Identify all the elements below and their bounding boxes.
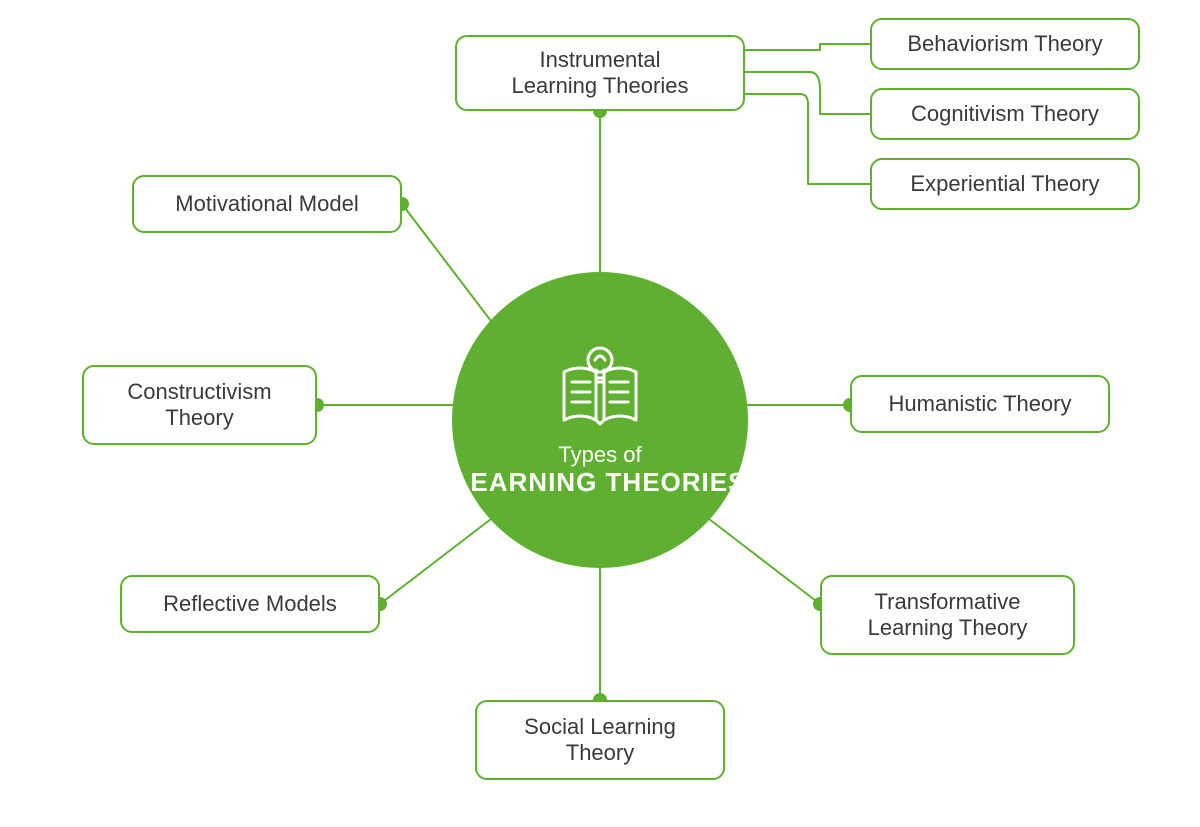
node-social: Social Learning Theory	[475, 700, 725, 780]
node-constructivism: Constructivism Theory	[82, 365, 317, 445]
node-motivational: Motivational Model	[132, 175, 402, 233]
node-reflective: Reflective Models	[120, 575, 380, 633]
center-node: Types of LEARNING THEORIES	[452, 272, 748, 568]
center-title-small: Types of	[558, 442, 641, 468]
node-behaviorism: Behaviorism Theory	[870, 18, 1140, 70]
diagram-canvas: Types of LEARNING THEORIES Instrumental …	[0, 0, 1200, 827]
node-experiential: Experiential Theory	[870, 158, 1140, 210]
node-cognitivism: Cognitivism Theory	[870, 88, 1140, 140]
book-bulb-icon	[552, 342, 648, 432]
node-transformative: Transformative Learning Theory	[820, 575, 1075, 655]
center-title-large: LEARNING THEORIES	[454, 468, 747, 498]
node-instrumental: Instrumental Learning Theories	[455, 35, 745, 111]
node-humanistic: Humanistic Theory	[850, 375, 1110, 433]
